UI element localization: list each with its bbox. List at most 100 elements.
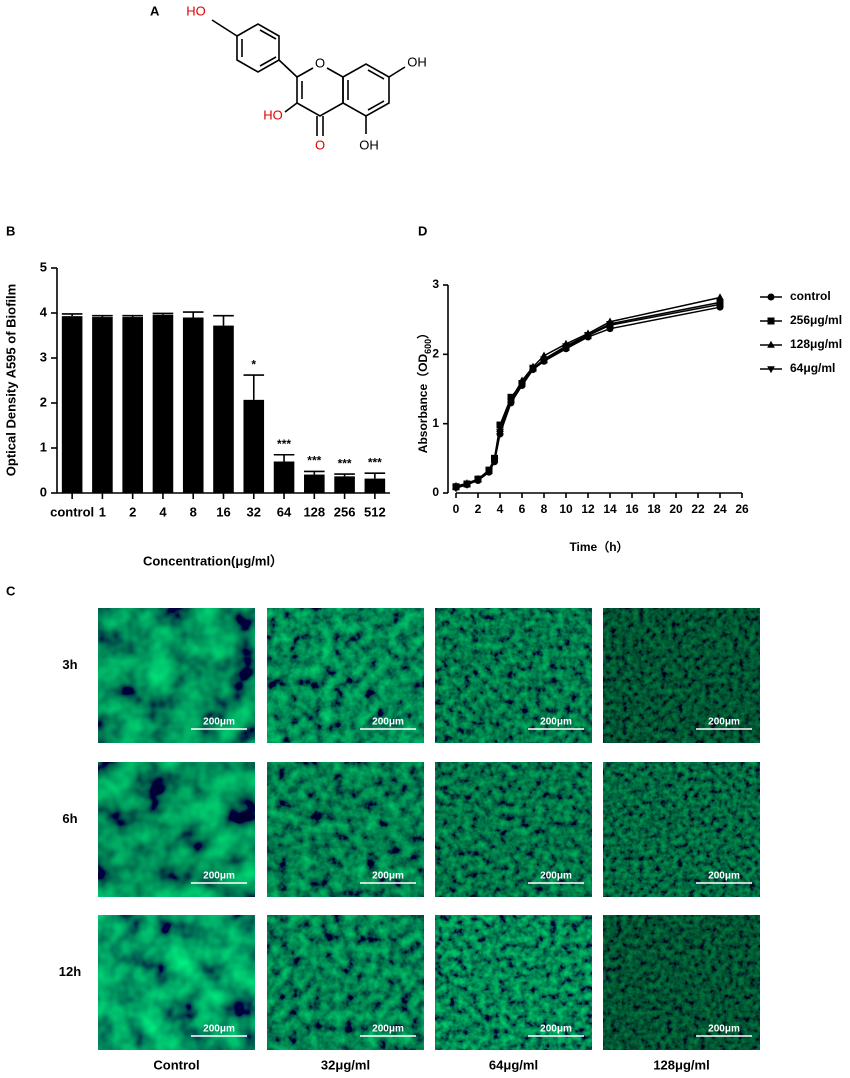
micrograph <box>98 762 255 897</box>
bar <box>213 325 234 493</box>
bond <box>236 23 280 73</box>
legend-label: 64μg/ml <box>790 361 835 375</box>
x-axis-label: Concentration(μg/ml） <box>143 553 283 568</box>
y-tick-label: 2 <box>40 394 47 409</box>
x-tick-label: 2 <box>129 504 136 519</box>
error-bar <box>364 472 386 479</box>
marker <box>474 477 482 485</box>
bond <box>259 56 277 67</box>
x-tick-label: 128 <box>303 504 325 519</box>
marker <box>518 381 526 389</box>
error-bar <box>152 312 174 315</box>
x-tick-label: 4 <box>159 504 167 519</box>
bond <box>211 19 238 37</box>
micrograph <box>435 915 592 1050</box>
marker <box>767 366 775 374</box>
column-label: Control <box>153 1057 199 1072</box>
marker <box>463 481 471 489</box>
atom-label: HO <box>263 107 283 122</box>
atom-label: OH <box>359 137 379 152</box>
marker <box>496 429 504 437</box>
micrograph <box>603 608 760 743</box>
scale-bar-label: 200μm <box>203 717 235 728</box>
y-tick-label: 0 <box>432 485 439 499</box>
error-bar <box>213 314 234 326</box>
bar <box>334 476 355 493</box>
bond <box>388 66 406 78</box>
bond <box>296 67 344 117</box>
x-axis-label: Time（h） <box>569 539 628 554</box>
bar <box>61 316 83 493</box>
significance-label: *** <box>368 455 382 469</box>
x-tick-label: 14 <box>603 502 617 516</box>
error-bar <box>334 473 355 477</box>
scale-bar-label: 200μm <box>540 717 572 728</box>
x-tick-label: 22 <box>691 502 705 516</box>
significance-label: *** <box>307 454 321 468</box>
micrograph <box>267 915 424 1050</box>
marker <box>767 317 775 325</box>
y-tick-label: 5 <box>40 259 47 274</box>
x-tick-label: 20 <box>669 502 683 516</box>
scale-bar-label: 200μm <box>708 717 740 728</box>
micrograph <box>435 762 592 897</box>
y-tick-label: 0 <box>40 484 47 499</box>
legend-entry: 128μg/ml <box>760 337 842 351</box>
x-tick-label: 2 <box>475 502 482 516</box>
atom-label: HO <box>186 3 206 18</box>
row-label: 3h <box>62 657 77 672</box>
x-tick-label: 4 <box>497 502 504 516</box>
x-tick-label: 6 <box>519 502 526 516</box>
scale-bar-label: 200μm <box>708 871 740 882</box>
error-bar <box>92 314 113 318</box>
marker <box>606 321 614 329</box>
legend-label: control <box>790 289 831 303</box>
chemical-structure: HO HO O OH OH O <box>186 3 427 152</box>
micrograph <box>435 608 592 743</box>
x-tick-label: 8 <box>541 502 548 516</box>
atom-label: O <box>315 137 325 152</box>
error-bar <box>273 453 295 462</box>
bar <box>304 474 325 493</box>
marker <box>716 293 724 301</box>
y-tick-label: 2 <box>432 347 439 361</box>
marker <box>767 293 775 301</box>
marker <box>540 356 548 364</box>
y-axis-label-subscript: 600 <box>423 339 433 354</box>
y-axis-label: Optical Density A595 of Biofilm <box>3 284 18 476</box>
bar <box>243 399 265 493</box>
micrograph <box>603 915 760 1050</box>
row-label: 12h <box>59 964 81 979</box>
error-bar <box>122 314 143 318</box>
bond <box>284 102 298 113</box>
x-tick-label: 1 <box>99 504 106 519</box>
y-axis-label-text: Absorbance（OD <box>415 354 430 454</box>
marker <box>562 343 570 351</box>
bond <box>367 100 385 111</box>
bar <box>273 461 295 493</box>
x-tick-label: 256 <box>334 504 356 519</box>
scale-bar-label: 200μm <box>203 871 235 882</box>
panel-label: D <box>418 223 427 238</box>
scale-bar-label: 200μm <box>372 1024 404 1035</box>
error-bar <box>61 313 83 317</box>
x-tick-label: 16 <box>216 504 230 519</box>
y-tick-label: 3 <box>40 349 47 364</box>
marker <box>584 332 592 340</box>
x-tick-label: 18 <box>647 502 661 516</box>
column-label: 32μg/ml <box>321 1057 370 1072</box>
marker <box>507 398 515 406</box>
atom-label: O <box>315 55 325 70</box>
significance-label: * <box>251 357 256 371</box>
bar <box>152 314 174 493</box>
bond <box>342 63 390 117</box>
scale-bar-label: 200μm <box>540 1024 572 1035</box>
bar <box>182 317 204 493</box>
column-label: 128μg/ml <box>653 1057 709 1072</box>
legend-label: 256μg/ml <box>790 313 842 327</box>
x-tick-label: control <box>50 504 94 519</box>
legend-entry: 256μg/ml <box>760 313 842 327</box>
micrograph <box>267 608 424 743</box>
marker <box>767 340 775 348</box>
marker <box>485 468 493 476</box>
